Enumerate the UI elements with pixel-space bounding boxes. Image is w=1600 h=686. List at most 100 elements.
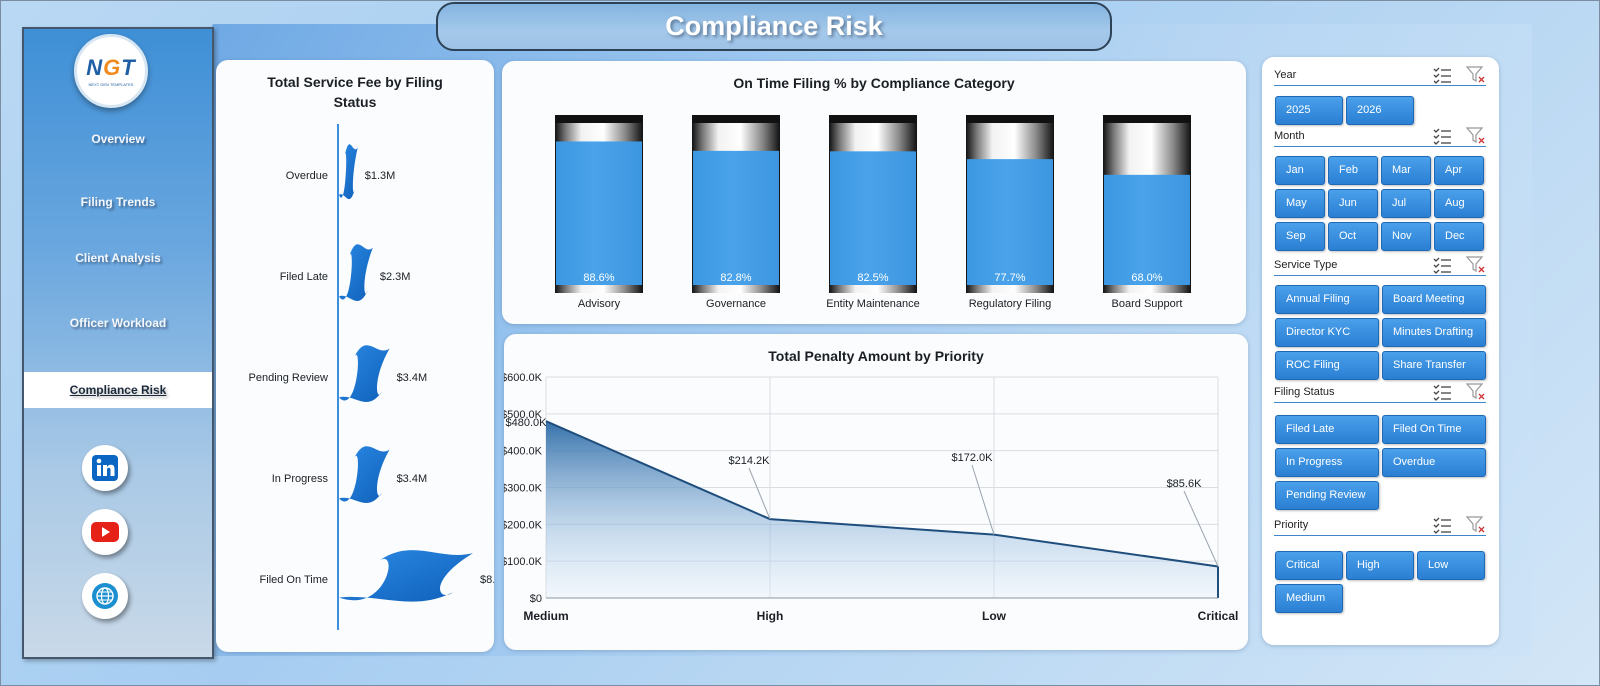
- slicer-service-type-share-transfer[interactable]: Share Transfer: [1382, 351, 1486, 380]
- fee-category-label: Filed On Time: [260, 574, 328, 586]
- slicer-header-month: Month: [1274, 127, 1486, 147]
- slicer-month-oct[interactable]: Oct: [1328, 222, 1378, 251]
- slicer-service-type-director-kyc[interactable]: Director KYC: [1275, 318, 1379, 347]
- penalty-x-label: Medium: [523, 609, 568, 623]
- slicer-month-dec[interactable]: Dec: [1434, 222, 1484, 251]
- penalty-card: Total Penalty Amount by Priority $0 $100.…: [504, 334, 1248, 650]
- ontime-category-label: Regulatory Filing: [969, 298, 1052, 310]
- multi-select-icon[interactable]: [1432, 516, 1452, 534]
- slicer-priority-low[interactable]: Low: [1417, 551, 1485, 580]
- slicer-filing-status-in-progress[interactable]: In Progress: [1275, 448, 1379, 477]
- penalty-leader-line: [1183, 490, 1219, 567]
- fee-category-label: Overdue: [286, 170, 328, 182]
- fee-value-label: $3.4M: [397, 372, 428, 384]
- slicer-month-apr[interactable]: Apr: [1434, 156, 1484, 185]
- slicer-tools: [1432, 383, 1486, 401]
- ontime-value-label: 68.0%: [1131, 272, 1162, 284]
- company-logo: NGT NEXT GEN TEMPLATES: [74, 34, 148, 108]
- ontime-bar-entity-maintenance: [830, 151, 916, 285]
- penalty-area: [546, 421, 1218, 598]
- slicer-month-sep[interactable]: Sep: [1275, 222, 1325, 251]
- multi-select-icon[interactable]: [1432, 383, 1452, 401]
- ontime-cap-advisory: [555, 115, 643, 123]
- ontime-cap-entity-maintenance: [829, 115, 917, 123]
- penalty-value-label: $85.6K: [1167, 478, 1203, 490]
- slicer-service-type-annual-filing[interactable]: Annual Filing: [1275, 285, 1379, 314]
- slicer-tools: [1432, 516, 1486, 534]
- penalty-y-tick: $300.0K: [504, 483, 543, 495]
- nav-client-analysis[interactable]: Client Analysis: [75, 251, 161, 265]
- nav-compliance-risk[interactable]: Compliance Risk: [24, 372, 212, 408]
- linkedin-icon: [92, 455, 118, 481]
- youtube-icon: [91, 522, 119, 542]
- slicer-header-year: Year: [1274, 66, 1486, 86]
- ontime-base-regulatory-filing: [966, 285, 1054, 293]
- slicer-filing-status-overdue[interactable]: Overdue: [1382, 448, 1486, 477]
- slicer-service-type-roc-filing[interactable]: ROC Filing: [1275, 351, 1379, 380]
- slicer-month-jun[interactable]: Jun: [1328, 189, 1378, 218]
- ontime-cap-board-support: [1103, 115, 1191, 123]
- multi-select-icon[interactable]: [1432, 127, 1452, 145]
- slicer-service-type-board-meeting[interactable]: Board Meeting: [1382, 285, 1486, 314]
- slicer-month-nov[interactable]: Nov: [1381, 222, 1431, 251]
- slicer-header-priority: Priority: [1274, 516, 1486, 536]
- nav-filing-trends[interactable]: Filing Trends: [80, 195, 156, 209]
- ontime-card: On Time Filing % by Compliance Category …: [502, 61, 1246, 324]
- slicer-panel: Year 2025 2026 Month Jan Feb Mar Apr May Jun Jul…: [1262, 57, 1499, 645]
- penalty-y-tick: $100.0K: [504, 556, 543, 568]
- slicer-priority-medium[interactable]: Medium: [1275, 584, 1343, 613]
- clear-filter-icon[interactable]: [1466, 127, 1486, 145]
- slicer-priority-critical[interactable]: Critical: [1275, 551, 1343, 580]
- nav-officer-workload[interactable]: Officer Workload: [69, 316, 167, 330]
- slicer-header-filing-status: Filing Status: [1274, 383, 1486, 403]
- multi-select-icon[interactable]: [1432, 256, 1452, 274]
- ontime-value-label: 82.5%: [857, 272, 888, 284]
- page-title: Compliance Risk: [665, 11, 883, 41]
- service-fee-chart: Overdue $1.3M Filed Late $2.3M Pending Revie…: [249, 124, 494, 630]
- ontime-bar-governance: [693, 150, 779, 285]
- clear-filter-icon[interactable]: [1466, 256, 1486, 274]
- slicer-filing-status-filed-late[interactable]: Filed Late: [1275, 415, 1379, 444]
- ontime-value-label: 88.6%: [583, 272, 614, 284]
- slicer-year-2025[interactable]: 2025: [1275, 96, 1343, 125]
- fee-value-label: $8.9M: [480, 574, 494, 586]
- ontime-category-label: Advisory: [578, 298, 621, 310]
- slicer-month-aug[interactable]: Aug: [1434, 189, 1484, 218]
- slicer-priority-high[interactable]: High: [1346, 551, 1414, 580]
- penalty-x-label: Low: [982, 609, 1007, 623]
- clear-filter-icon[interactable]: [1466, 516, 1486, 534]
- slicer-month-feb[interactable]: Feb: [1328, 156, 1378, 185]
- slicer-filing-status-pending-review[interactable]: Pending Review: [1275, 481, 1379, 510]
- linkedin-button[interactable]: [82, 445, 128, 491]
- ontime-cap-governance: [692, 115, 780, 123]
- slicer-filing-status-filed-on-time[interactable]: Filed On Time: [1382, 415, 1486, 444]
- ontime-value-label: 82.8%: [720, 272, 751, 284]
- website-button[interactable]: [82, 573, 128, 619]
- fee-value-label: $3.4M: [397, 473, 428, 485]
- fee-bar-filed-late: [339, 244, 373, 301]
- slicer-tools: [1432, 66, 1486, 84]
- multi-select-icon[interactable]: [1432, 66, 1452, 84]
- ontime-cap-regulatory-filing: [966, 115, 1054, 123]
- slicer-year-2026[interactable]: 2026: [1346, 96, 1414, 125]
- clear-filter-icon[interactable]: [1466, 66, 1486, 84]
- penalty-value-label: $172.0K: [952, 452, 994, 464]
- slicer-month-jan[interactable]: Jan: [1275, 156, 1325, 185]
- penalty-x-label: High: [757, 609, 784, 623]
- youtube-button[interactable]: [82, 509, 128, 555]
- ontime-value-label: 77.7%: [994, 272, 1025, 284]
- fee-category-label: Filed Late: [280, 271, 328, 283]
- slicer-service-type-minutes-drafting[interactable]: Minutes Drafting: [1382, 318, 1486, 347]
- fee-category-label: In Progress: [272, 473, 329, 485]
- page-title-bar: Compliance Risk: [436, 2, 1112, 51]
- slicer-label: Month: [1274, 130, 1305, 142]
- ontime-bar-advisory: [556, 141, 642, 285]
- nav-overview[interactable]: Overview: [91, 132, 145, 146]
- clear-filter-icon[interactable]: [1466, 383, 1486, 401]
- ontime-category-label: Entity Maintenance: [826, 298, 920, 310]
- penalty-y-tick: $0: [530, 593, 542, 605]
- penalty-y-tick: $500.0K: [504, 409, 543, 421]
- slicer-month-jul[interactable]: Jul: [1381, 189, 1431, 218]
- slicer-month-mar[interactable]: Mar: [1381, 156, 1431, 185]
- slicer-month-may[interactable]: May: [1275, 189, 1325, 218]
